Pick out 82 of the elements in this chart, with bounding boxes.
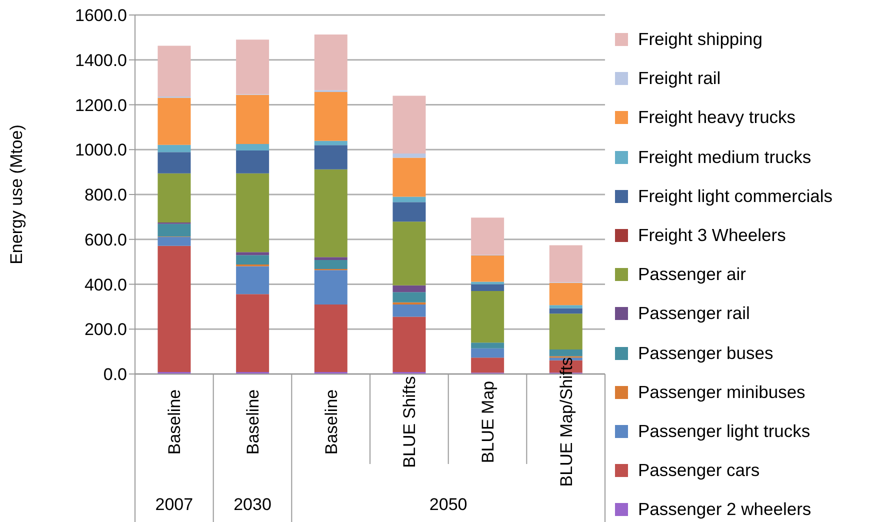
bar bbox=[158, 236, 191, 246]
y-axis-title: Energy use (Mtoe) bbox=[7, 124, 26, 264]
legend-label: Passenger 2 wheelers bbox=[638, 499, 812, 520]
y-tick-label: 0.0 bbox=[103, 365, 127, 384]
x-tick-label: BLUE Map/Shifts bbox=[556, 357, 576, 487]
bar bbox=[158, 224, 191, 236]
bar bbox=[314, 169, 348, 258]
bar bbox=[392, 285, 426, 292]
bar bbox=[314, 304, 348, 372]
bar bbox=[314, 260, 348, 269]
x-tick-label: Baseline bbox=[244, 389, 262, 455]
legend-label: Freight shipping bbox=[638, 29, 763, 50]
legend-label: Passenger minibuses bbox=[638, 382, 806, 403]
bar bbox=[549, 308, 582, 314]
legend-label: Passenger light trucks bbox=[638, 420, 810, 442]
text: 2050 bbox=[429, 495, 468, 514]
legend-label: Freight rail bbox=[638, 68, 721, 90]
bar bbox=[236, 144, 270, 151]
bar bbox=[314, 257, 348, 260]
bar bbox=[158, 246, 191, 372]
bar bbox=[471, 290, 504, 343]
bar bbox=[236, 255, 270, 265]
bar bbox=[392, 96, 426, 154]
y-tick-label: 600.0 bbox=[84, 230, 127, 250]
bar bbox=[236, 252, 270, 256]
y-tick-label: 1200.0 bbox=[75, 96, 127, 115]
legend-label: Freight medium trucks bbox=[638, 146, 812, 168]
bar bbox=[549, 350, 582, 356]
bar bbox=[392, 316, 426, 372]
bar bbox=[471, 342, 504, 348]
bar bbox=[549, 314, 582, 350]
bar bbox=[471, 358, 504, 373]
bar bbox=[314, 145, 348, 170]
y-tick-label: 1400.0 bbox=[75, 50, 127, 70]
y-tick-label: 200.0 bbox=[84, 320, 127, 340]
bar bbox=[471, 256, 504, 282]
bar bbox=[236, 266, 270, 294]
legend-label: Freight 3 Wheelers bbox=[638, 225, 786, 246]
legend-label: Passenger cars bbox=[638, 460, 760, 482]
legend-label: Freight heavy trucks bbox=[638, 107, 796, 128]
bar bbox=[471, 284, 504, 291]
bar bbox=[314, 140, 348, 146]
bar bbox=[158, 46, 191, 96]
bar bbox=[314, 270, 348, 304]
bar bbox=[392, 158, 426, 197]
text: 2007 bbox=[155, 495, 194, 514]
bar bbox=[392, 304, 426, 317]
text: 2030 bbox=[234, 495, 272, 514]
bar bbox=[549, 305, 582, 308]
y-tick-label: 1600.0 bbox=[75, 6, 127, 26]
bar bbox=[158, 98, 191, 145]
x-tick-label: BLUE Map bbox=[478, 380, 498, 464]
bar bbox=[471, 348, 504, 358]
bar bbox=[314, 34, 348, 90]
bar bbox=[236, 150, 270, 174]
x-tick-label: Baseline bbox=[322, 389, 341, 455]
legend-label: Passenger air bbox=[638, 264, 746, 286]
bar bbox=[471, 218, 504, 255]
bar bbox=[236, 40, 270, 94]
bar bbox=[392, 196, 426, 202]
y-tick-label: 1000.0 bbox=[75, 140, 127, 160]
legend-label: Freight light commercials bbox=[638, 186, 832, 207]
bar bbox=[392, 153, 426, 158]
y-tick-label: 800.0 bbox=[84, 186, 127, 205]
bar bbox=[314, 92, 348, 141]
y-tick-label: 400.0 bbox=[84, 275, 127, 294]
x-tick-label: BLUE Shifts bbox=[400, 376, 420, 468]
bar bbox=[158, 173, 191, 223]
legend-label: Passenger buses bbox=[638, 342, 774, 364]
bar bbox=[392, 222, 426, 286]
x-tick-label: Baseline bbox=[165, 389, 184, 455]
bar bbox=[158, 152, 191, 174]
bar bbox=[471, 282, 504, 284]
bar bbox=[392, 292, 426, 302]
bar bbox=[236, 94, 270, 144]
legend-label: Passenger rail bbox=[638, 303, 750, 324]
bar bbox=[158, 144, 191, 152]
bar bbox=[236, 294, 270, 372]
bar bbox=[549, 282, 582, 306]
bar bbox=[392, 202, 426, 222]
bar bbox=[549, 245, 582, 282]
bar bbox=[236, 173, 270, 252]
